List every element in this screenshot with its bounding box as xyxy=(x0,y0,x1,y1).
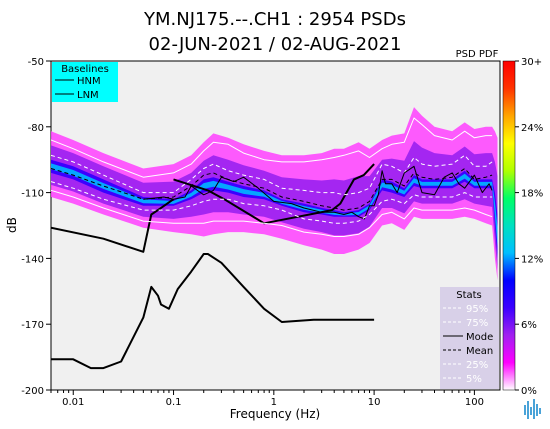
y-tick-label: -50 xyxy=(28,57,44,68)
colorbar xyxy=(502,60,516,391)
stats-legend-box xyxy=(440,287,499,389)
logo-bar xyxy=(539,408,541,414)
baselines-legend-lnm: LNM xyxy=(77,90,99,101)
app-logo xyxy=(524,399,541,419)
y-tick-label: -110 xyxy=(21,189,44,200)
stats-legend-label: 95% xyxy=(466,304,488,315)
x-tick-label: 1 xyxy=(271,397,277,408)
y-tick-label: -140 xyxy=(21,254,44,265)
colorbar-tick-label: 30+ xyxy=(521,57,542,68)
baselines-legend-box xyxy=(52,62,118,102)
logo-bar xyxy=(533,399,535,419)
y-axis-label: dB xyxy=(5,217,19,233)
series-hnm xyxy=(173,163,375,225)
title-line-1: YM.NJ175.--.CH1 : 2954 PSDs xyxy=(143,9,406,30)
logo-bar xyxy=(530,407,532,415)
colorbar-tick-label: 12% xyxy=(521,254,543,265)
series-lnm xyxy=(51,253,375,370)
baselines-legend-title: Baselines xyxy=(61,64,109,75)
stats-legend-label: 75% xyxy=(466,318,488,329)
x-tick-label: 0.01 xyxy=(62,397,84,408)
y-tick-label: -80 xyxy=(28,123,44,134)
colorbar-title: PSD PDF xyxy=(456,49,499,60)
title-line-2: 02-JUN-2021 / 02-AUG-2021 xyxy=(149,34,402,55)
y-axis: -50 -80 -110 -140 -170 -200 xyxy=(21,57,51,397)
series-p75 xyxy=(51,154,493,196)
stats-legend-label: Mode xyxy=(466,332,493,343)
series-p5 xyxy=(51,189,493,237)
y-tick-label: -170 xyxy=(21,320,44,331)
colorbar-tick-label: 6% xyxy=(521,320,537,331)
x-tick-label: 0.1 xyxy=(166,397,182,408)
logo-bar xyxy=(536,404,538,416)
logo-bar xyxy=(527,401,529,419)
colorbar-ticks: 0% 6% 12% 18% 24% 30+ xyxy=(515,57,543,397)
series-mean xyxy=(51,168,493,211)
x-axis: 0.01 0.1 1 10 100 xyxy=(50,390,484,408)
baselines-legend: Baselines HNM LNM xyxy=(52,62,118,102)
stats-legend-label: Mean xyxy=(466,346,493,357)
series-layer xyxy=(51,117,493,370)
series-p95 xyxy=(51,117,493,178)
stats-legend-label: 5% xyxy=(466,374,482,385)
colorbar-tick-label: 0% xyxy=(521,386,537,397)
baselines-legend-hnm: HNM xyxy=(77,76,101,87)
colorbar-tick-label: 24% xyxy=(521,123,543,134)
colorbar-tick-label: 18% xyxy=(521,189,543,200)
y-tick-label: -200 xyxy=(21,386,44,397)
x-tick-label: 10 xyxy=(368,397,381,408)
logo-bar xyxy=(524,405,526,415)
x-tick-label: 100 xyxy=(465,397,484,408)
series-mode xyxy=(143,165,493,220)
stats-legend: Stats 95% 75% Mode Mean 25% 5% xyxy=(440,287,499,389)
stats-legend-label: 25% xyxy=(466,360,488,371)
x-axis-label: Frequency (Hz) xyxy=(230,407,321,421)
series-left-nm xyxy=(51,198,175,253)
density-mid xyxy=(51,141,498,270)
stats-legend-title: Stats xyxy=(456,290,482,301)
